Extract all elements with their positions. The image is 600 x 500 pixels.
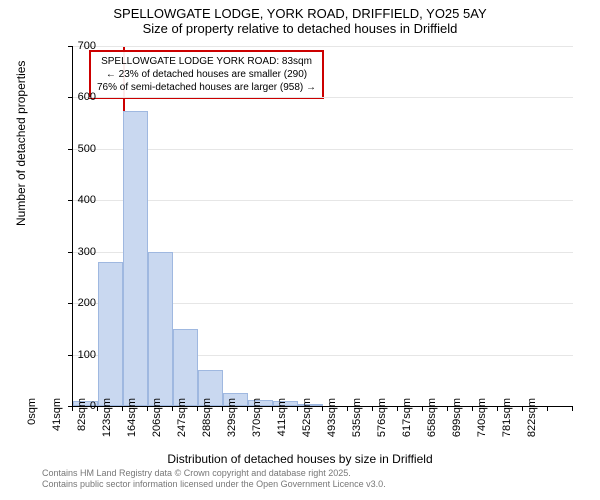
x-tickmark [572,406,573,411]
x-tick-label: 617sqm [401,398,413,448]
y-tick-label: 300 [72,246,96,258]
chart-title-main: SPELLOWGATE LODGE, YORK ROAD, DRIFFIELD,… [0,0,600,21]
x-tick-label: 0sqm [26,398,38,448]
y-tick-label: 400 [72,194,96,206]
x-tickmark [422,406,423,411]
gridline [73,46,573,47]
histogram-bar [173,329,198,406]
chart-attribution: Contains HM Land Registry data © Crown c… [42,468,386,491]
x-tickmark [72,406,73,411]
x-tick-label: 535sqm [351,398,363,448]
footer-line1: Contains HM Land Registry data © Crown c… [42,468,386,479]
annotation-line2: ← 23% of detached houses are smaller (29… [97,68,316,81]
x-tickmark [122,406,123,411]
x-axis-label: Distribution of detached houses by size … [0,452,600,466]
x-tickmark [297,406,298,411]
gridline [73,200,573,201]
y-tick-label: 200 [72,297,96,309]
x-tick-label: 329sqm [226,398,238,448]
x-tick-label: 41sqm [51,398,63,448]
x-tick-label: 288sqm [201,398,213,448]
annotation-line3: 76% of semi-detached houses are larger (… [97,81,316,94]
x-tickmark [397,406,398,411]
x-tick-label: 123sqm [101,398,113,448]
footer-line2: Contains public sector information licen… [42,479,386,490]
x-tickmark [172,406,173,411]
x-tick-label: 576sqm [376,398,388,448]
x-tickmark [522,406,523,411]
y-tick-label: 100 [72,349,96,361]
x-tickmark [247,406,248,411]
gridline [73,149,573,150]
x-tick-label: 493sqm [326,398,338,448]
x-tick-label: 247sqm [176,398,188,448]
x-tickmark [222,406,223,411]
x-tickmark [347,406,348,411]
x-tickmark [472,406,473,411]
plot-area: SPELLOWGATE LODGE YORK ROAD: 83sqm ← 23%… [72,46,573,407]
x-tickmark [97,406,98,411]
x-tickmark [447,406,448,411]
x-tickmark [272,406,273,411]
chart-container: SPELLOWGATE LODGE, YORK ROAD, DRIFFIELD,… [0,0,600,500]
x-tickmark [197,406,198,411]
annotation-line1: SPELLOWGATE LODGE YORK ROAD: 83sqm [97,55,316,68]
y-tick-label: 700 [72,40,96,52]
annotation-callout: SPELLOWGATE LODGE YORK ROAD: 83sqm ← 23%… [89,50,324,99]
x-tickmark [322,406,323,411]
x-tick-label: 82sqm [76,398,88,448]
histogram-bar [98,262,123,406]
x-tickmark [497,406,498,411]
y-tick-label: 600 [72,91,96,103]
x-tick-label: 658sqm [426,398,438,448]
x-tick-label: 452sqm [301,398,313,448]
x-tick-label: 822sqm [526,398,538,448]
gridline [73,97,573,98]
x-tick-label: 164sqm [126,398,138,448]
histogram-bar [148,252,173,406]
x-tick-label: 699sqm [451,398,463,448]
x-tick-label: 206sqm [151,398,163,448]
chart-title-sub: Size of property relative to detached ho… [0,21,600,36]
x-tickmark [372,406,373,411]
x-tick-label: 740sqm [476,398,488,448]
y-axis-label: Number of detached properties [14,61,28,226]
x-tick-label: 411sqm [276,398,288,448]
y-tick-label: 500 [72,143,96,155]
x-tickmark [547,406,548,411]
x-tick-label: 370sqm [251,398,263,448]
x-tick-label: 781sqm [501,398,513,448]
x-tickmark [147,406,148,411]
histogram-bar [123,111,148,406]
